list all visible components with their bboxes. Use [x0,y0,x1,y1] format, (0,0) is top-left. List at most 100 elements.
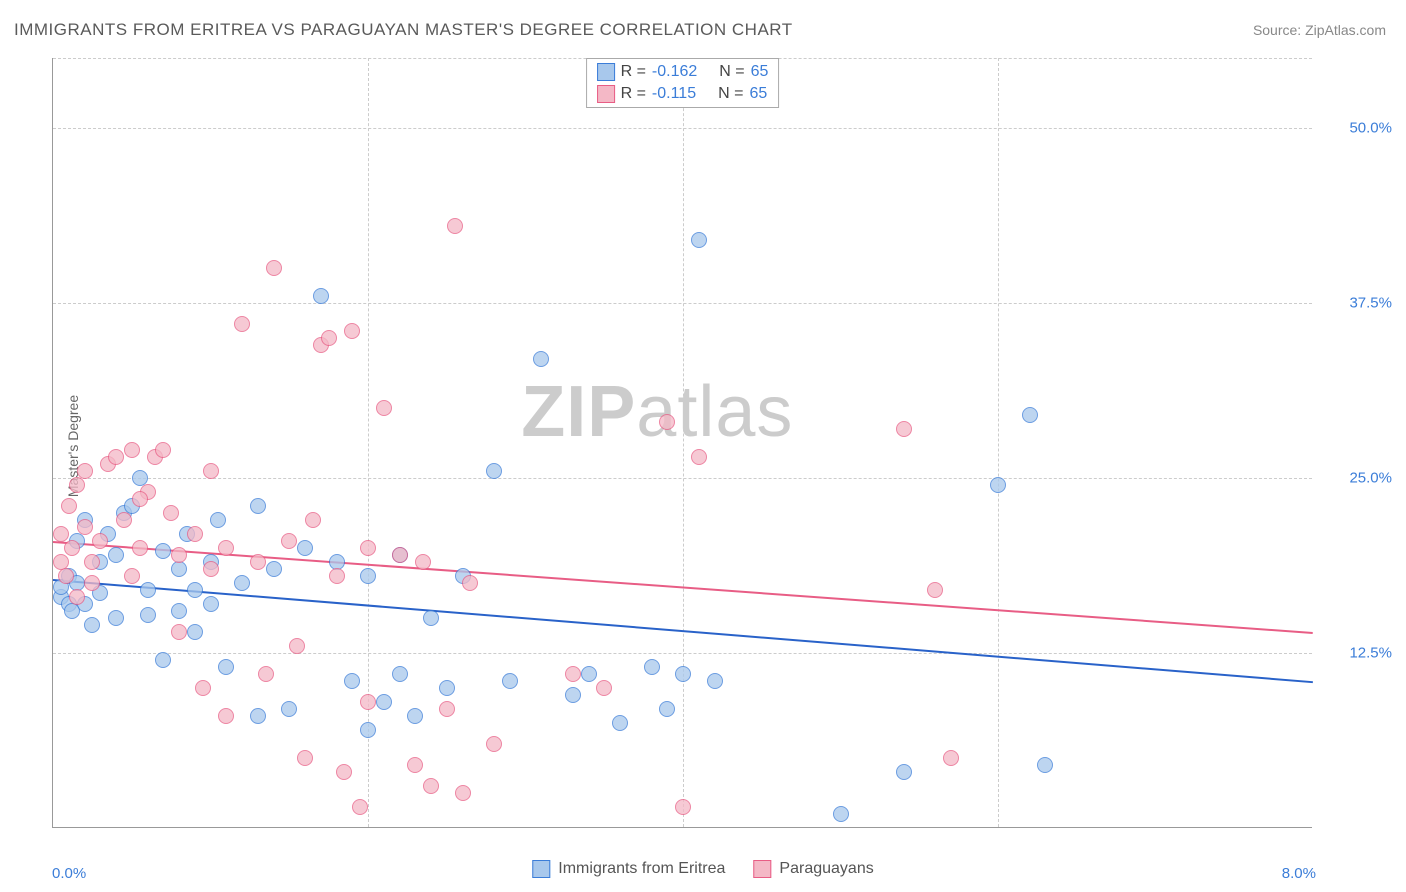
legend-n-value: 65 [749,85,767,103]
scatter-point-paraguayans [58,568,74,584]
scatter-point-paraguayans [565,666,581,682]
scatter-point-paraguayans [132,491,148,507]
scatter-point-paraguayans [321,330,337,346]
scatter-point-paraguayans [203,561,219,577]
scatter-point-eritrea [155,652,171,668]
y-tick-label: 25.0% [1349,470,1392,487]
scatter-point-paraguayans [486,736,502,752]
legend-r-label: R = [621,85,646,103]
scatter-point-paraguayans [84,554,100,570]
scatter-point-eritrea [297,540,313,556]
y-tick-label: 12.5% [1349,645,1392,662]
scatter-point-paraguayans [336,764,352,780]
scatter-point-paraguayans [218,708,234,724]
legend-top-row: R = -0.162 N = 65 [597,61,769,83]
scatter-point-eritrea [203,596,219,612]
scatter-point-paraguayans [203,463,219,479]
scatter-point-paraguayans [659,414,675,430]
scatter-point-eritrea [187,582,203,598]
scatter-point-paraguayans [84,575,100,591]
scatter-point-eritrea [990,477,1006,493]
scatter-point-eritrea [1037,757,1053,773]
scatter-point-paraguayans [124,568,140,584]
legend-swatch [532,860,550,878]
scatter-point-eritrea [108,547,124,563]
scatter-point-paraguayans [195,680,211,696]
legend-n-label: N = [719,63,744,81]
scatter-point-paraguayans [69,589,85,605]
legend-swatch [753,860,771,878]
scatter-point-eritrea [313,288,329,304]
scatter-point-paraguayans [305,512,321,528]
scatter-point-eritrea [171,561,187,577]
scatter-point-paraguayans [171,547,187,563]
scatter-point-eritrea [407,708,423,724]
scatter-point-eritrea [344,673,360,689]
legend-bottom-item: Immigrants from Eritrea [532,860,725,878]
series-legend: Immigrants from Eritrea Paraguayans [532,860,873,878]
scatter-point-paraguayans [927,582,943,598]
scatter-point-eritrea [675,666,691,682]
scatter-point-eritrea [502,673,518,689]
scatter-point-paraguayans [218,540,234,556]
scatter-point-paraguayans [258,666,274,682]
legend-bottom-item: Paraguayans [753,860,873,878]
scatter-point-paraguayans [234,316,250,332]
scatter-point-paraguayans [407,757,423,773]
legend-swatch [597,85,615,103]
scatter-point-eritrea [565,687,581,703]
scatter-point-paraguayans [64,540,80,556]
scatter-point-eritrea [187,624,203,640]
scatter-point-paraguayans [360,694,376,710]
scatter-point-paraguayans [163,505,179,521]
legend-n-value: 65 [751,63,769,81]
scatter-point-eritrea [140,607,156,623]
scatter-point-eritrea [360,722,376,738]
scatter-point-paraguayans [691,449,707,465]
scatter-point-paraguayans [360,540,376,556]
scatter-point-eritrea [1022,407,1038,423]
scatter-point-paraguayans [329,568,345,584]
correlation-legend: R =-0.162N =65R =-0.115N =65 [586,58,780,108]
scatter-point-paraguayans [92,533,108,549]
scatter-point-paraguayans [53,526,69,542]
scatter-point-eritrea [250,708,266,724]
scatter-point-eritrea [218,659,234,675]
scatter-point-eritrea [707,673,723,689]
scatter-point-eritrea [533,351,549,367]
scatter-point-eritrea [376,694,392,710]
scatter-point-eritrea [108,610,124,626]
grid-line-vertical [998,58,999,827]
scatter-point-paraguayans [77,463,93,479]
scatter-point-paraguayans [376,400,392,416]
scatter-point-eritrea [281,701,297,717]
scatter-point-paraguayans [352,799,368,815]
plot-area: ZIPatlas R =-0.162N =65R =-0.115N =65 [52,58,1312,828]
grid-line-vertical [368,58,369,827]
scatter-point-eritrea [155,543,171,559]
scatter-point-eritrea [439,680,455,696]
chart-title: IMMIGRANTS FROM ERITREA VS PARAGUAYAN MA… [14,20,793,40]
scatter-point-paraguayans [462,575,478,591]
scatter-point-paraguayans [77,519,93,535]
legend-r-label: R = [621,63,646,81]
scatter-point-paraguayans [392,547,408,563]
watermark-text: ZIPatlas [521,371,793,453]
legend-r-value: -0.162 [652,63,697,81]
scatter-point-paraguayans [415,554,431,570]
scatter-point-eritrea [833,806,849,822]
scatter-point-paraguayans [344,323,360,339]
scatter-point-eritrea [360,568,376,584]
y-tick-label: 37.5% [1349,295,1392,312]
scatter-point-paraguayans [596,680,612,696]
scatter-point-paraguayans [289,638,305,654]
scatter-point-eritrea [486,463,502,479]
scatter-point-paraguayans [447,218,463,234]
scatter-point-paraguayans [171,624,187,640]
scatter-point-eritrea [210,512,226,528]
scatter-point-eritrea [423,610,439,626]
scatter-point-eritrea [171,603,187,619]
y-tick-label: 50.0% [1349,120,1392,137]
scatter-point-paraguayans [69,477,85,493]
scatter-point-eritrea [581,666,597,682]
